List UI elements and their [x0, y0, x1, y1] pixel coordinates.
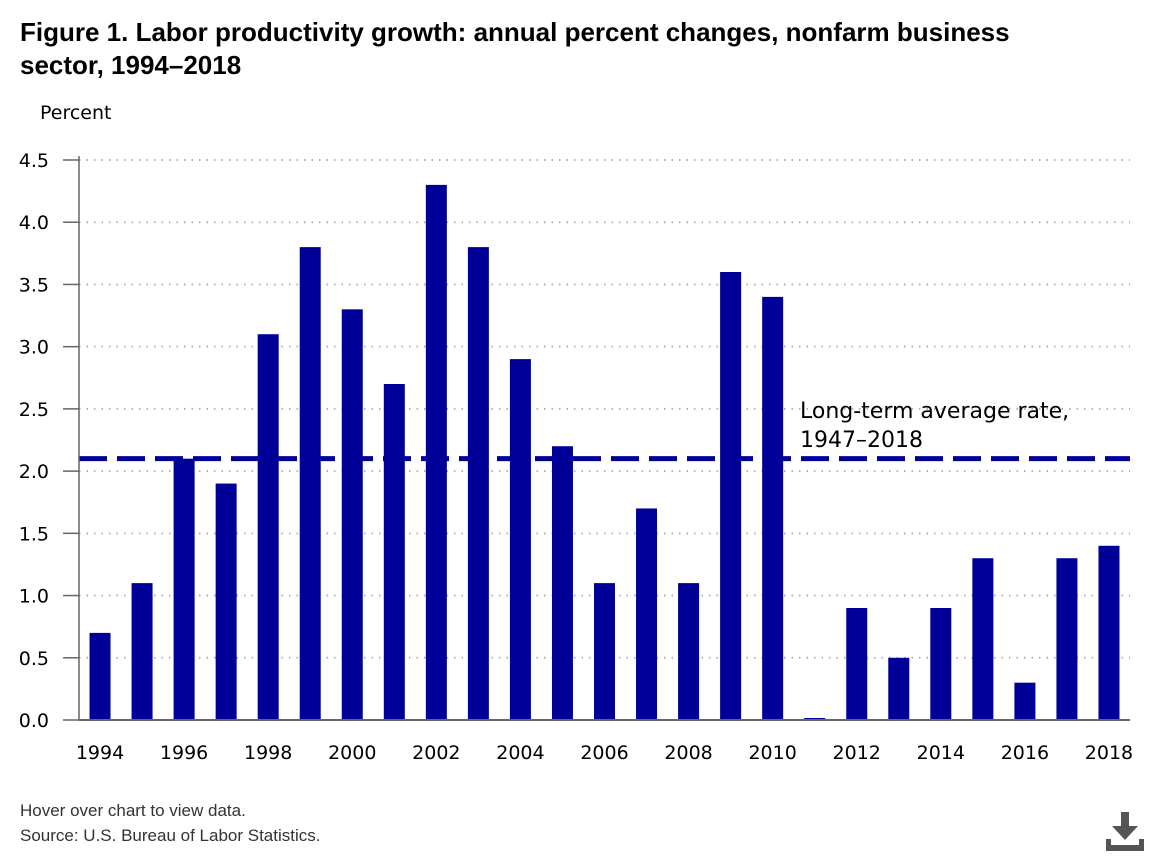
bar-1999[interactable]: 1999: 3.8	[299, 247, 321, 720]
bar-1994[interactable]: 1994: 0.7	[89, 632, 111, 720]
x-tick-label: 2004	[496, 742, 544, 764]
x-tick-label: 1994	[76, 742, 124, 764]
download-button[interactable]	[1102, 810, 1148, 856]
bar-1997[interactable]: 1997: 1.9	[215, 483, 237, 720]
hover-note: Hover over chart to view data.	[20, 801, 246, 820]
y-tick-label: 2.0	[19, 461, 49, 483]
bar-2017[interactable]: 2017: 1.3	[1056, 558, 1078, 720]
x-tick-label: 2008	[664, 742, 712, 764]
axes	[78, 156, 1130, 721]
y-tick-label: 1.0	[19, 586, 49, 608]
x-tick-label: 2018	[1085, 742, 1133, 764]
y-tick-label: 0.0	[19, 710, 49, 732]
y-tick-label: 1.5	[19, 523, 49, 545]
bar-2007[interactable]: 2007: 1.7	[636, 508, 658, 720]
bar-2012[interactable]: 2012: 0.9	[846, 608, 868, 720]
x-axis-ticks: 1994 1996 1998 2000 2002 2004 2006 2008 2010 2012…	[76, 742, 1133, 764]
x-tick-label: 1996	[160, 742, 208, 764]
reference-line-label-period: 1947–2018	[800, 428, 923, 453]
bar-2008[interactable]: 2008: 1.1	[678, 583, 700, 720]
bar-2010[interactable]: 2010: 3.4	[762, 296, 784, 720]
bar-2002[interactable]: 2002: 4.3	[425, 184, 447, 720]
reference-line-label: Long-term average rate,	[800, 399, 1069, 424]
source-note: Source: U.S. Bureau of Labor Statistics.	[20, 826, 321, 845]
y-tick-label: 0.5	[19, 648, 49, 670]
y-tick-label: 4.5	[19, 150, 49, 172]
bar-1995[interactable]: 1995: 1.1	[131, 583, 153, 720]
download-icon	[1106, 812, 1144, 851]
bar-2014[interactable]: 2014: 0.9	[930, 608, 952, 720]
y-tick-label: 3.5	[19, 274, 49, 296]
bar-2000[interactable]: 2000: 3.3	[341, 309, 363, 720]
x-tick-label: 1998	[244, 742, 292, 764]
y-tick-label: 3.0	[19, 337, 49, 359]
bar-2018[interactable]: 2018: 1.4	[1098, 545, 1120, 720]
bar-2015[interactable]: 2015: 1.3	[972, 558, 994, 720]
y-axis-ticks: 0.0 0.5 1.0 1.5 2.0 2.5 3.0 3.5 4.0 4.5	[19, 150, 79, 732]
y-tick-label: 2.5	[19, 399, 49, 421]
footnotes: Hover over chart to view data. Source: U…	[20, 798, 320, 848]
bar-chart[interactable]: Percent 0.0 0.5 1.0 1.5 2.0 2.5 3.0 3.5 4.0 4.5 1…	[0, 0, 1170, 790]
x-tick-label: 2014	[917, 742, 965, 764]
y-tick-label: 4.0	[19, 212, 49, 234]
bar-2006[interactable]: 2006: 1.1	[594, 583, 615, 720]
bars[interactable]: 1994: 0.7 1995: 1.1 1996: 2.1 1997: 1.9 1998…	[89, 184, 1120, 720]
bar-2016[interactable]: 2016: 0.3	[1014, 682, 1036, 720]
x-tick-label: 2006	[580, 742, 628, 764]
bar-2005[interactable]: 2005: 2.2	[551, 446, 573, 720]
bar-2003[interactable]: 2003: 3.8	[467, 247, 489, 720]
x-tick-label: 2012	[833, 742, 881, 764]
x-tick-label: 2016	[1001, 742, 1049, 764]
y-axis-label: Percent	[40, 102, 112, 124]
bar-1998[interactable]: 1998: 3.1	[257, 334, 279, 720]
bar-1996[interactable]: 1996: 2.1	[173, 458, 195, 720]
x-tick-label: 2000	[328, 742, 376, 764]
reference-line-group: Long-term average rate, 1947–2018	[79, 399, 1130, 462]
x-tick-label: 2002	[412, 742, 460, 764]
bar-2004[interactable]: 2004: 2.9	[509, 359, 531, 720]
bar-2001[interactable]: 2001: 2.7	[383, 384, 405, 720]
bar-2009[interactable]: 2009: 3.6	[720, 272, 742, 720]
bar-2013[interactable]: 2013: 0.5	[888, 657, 910, 720]
chart-title: Figure 1. Labor productivity growth: ann…	[20, 17, 1010, 80]
x-tick-label: 2010	[748, 742, 796, 764]
